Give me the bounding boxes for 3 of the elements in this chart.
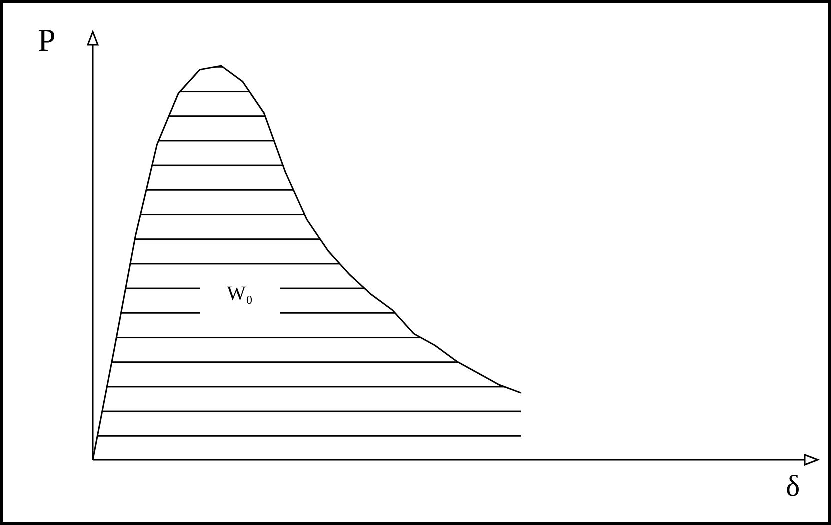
annotation: W₀ [200,272,280,316]
y-axis-title: P [38,22,56,59]
text: δ [786,470,800,504]
